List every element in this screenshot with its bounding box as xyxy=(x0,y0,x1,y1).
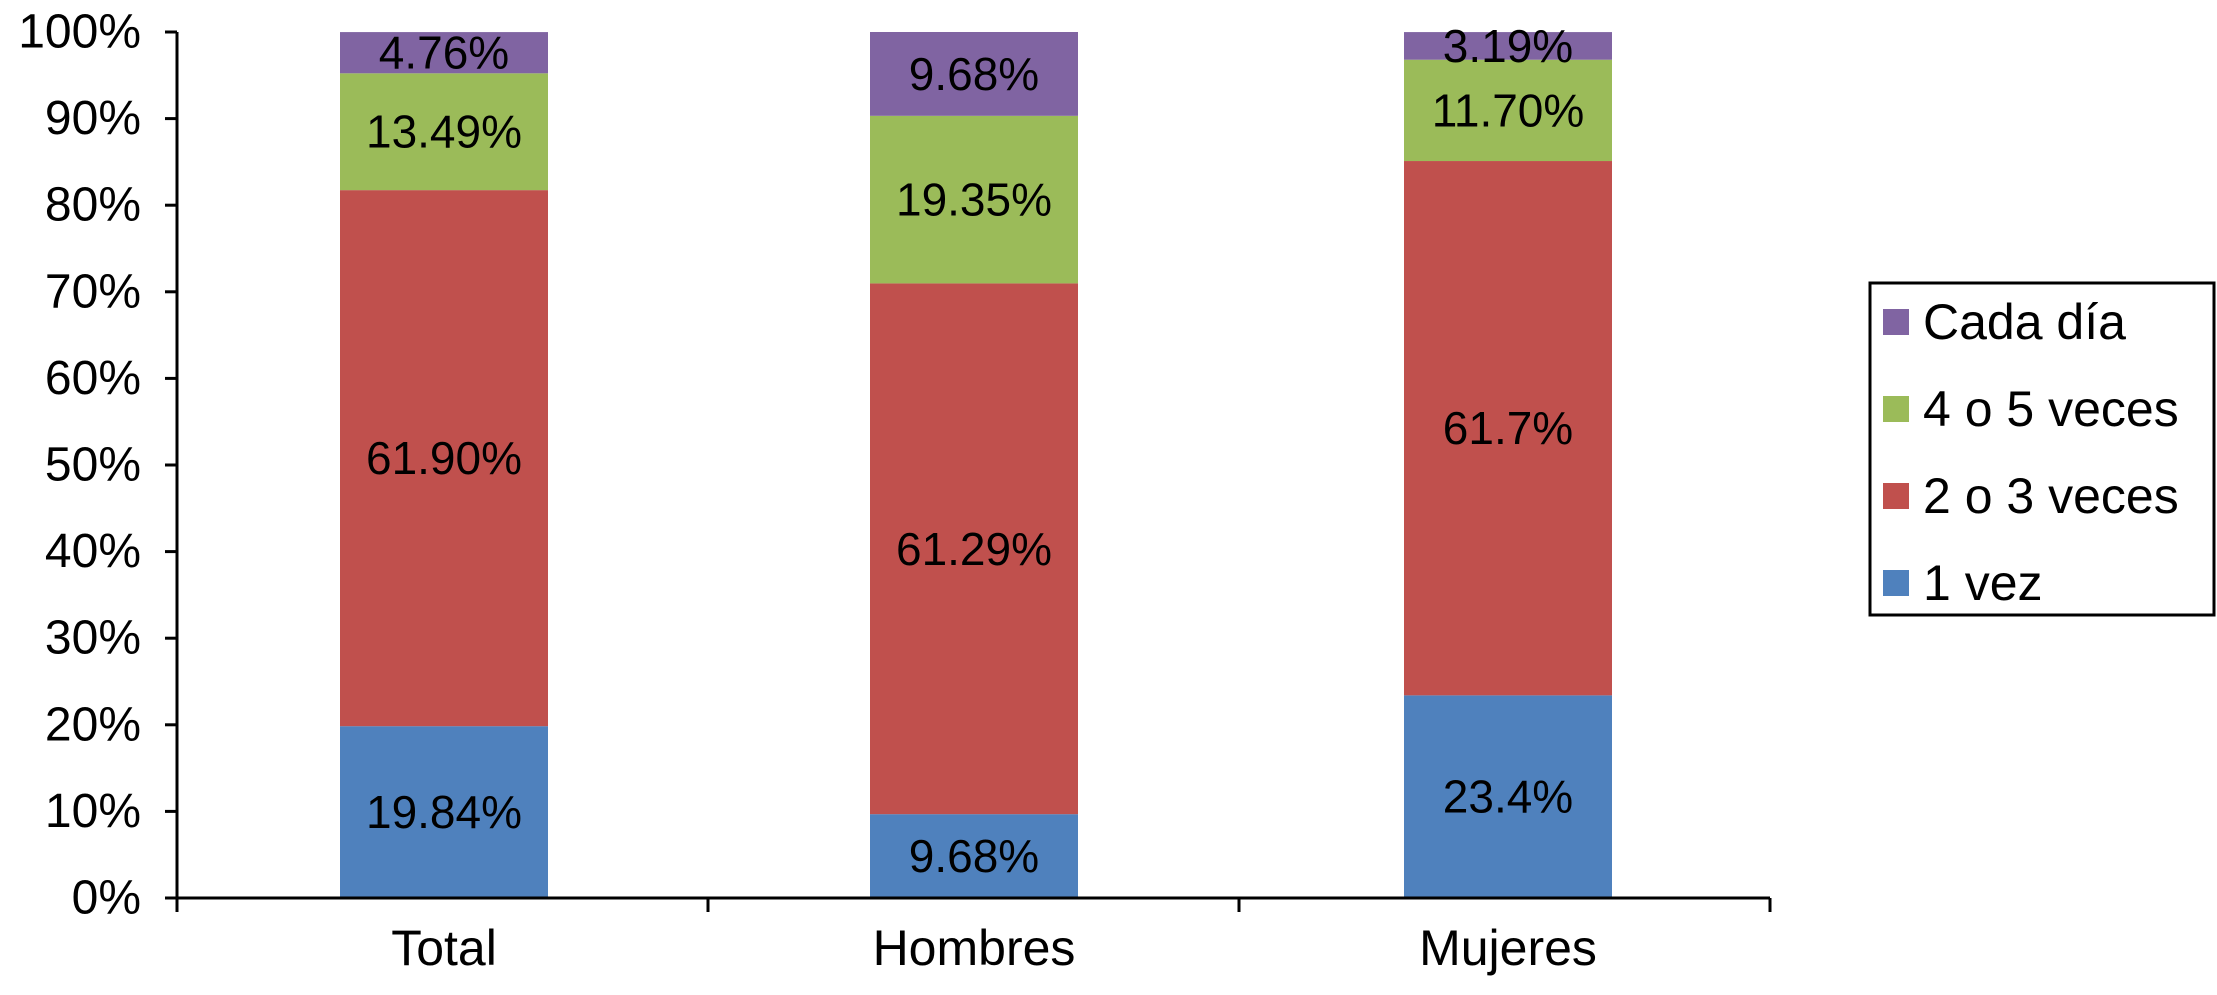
legend-label: 4 o 5 veces xyxy=(1923,381,2179,437)
bar-segment xyxy=(870,814,1078,898)
legend-swatch xyxy=(1883,483,1909,509)
data-label: 9.68% xyxy=(909,830,1039,882)
y-tick-label: 10% xyxy=(45,785,141,838)
bar-segment xyxy=(340,73,548,191)
y-tick-label: 80% xyxy=(45,179,141,232)
data-labels: 19.84% 61.90% 13.49% 4.76% 9.68% 61.29% 19.35%… xyxy=(366,20,1584,882)
y-tick-label: 90% xyxy=(45,92,141,145)
legend-swatch xyxy=(1883,570,1909,596)
data-label: 4.76% xyxy=(379,27,509,79)
data-label: 61.90% xyxy=(366,432,522,484)
legend-label: Cada día xyxy=(1923,294,2126,350)
bar-segment xyxy=(340,32,548,74)
y-tick-label: 30% xyxy=(45,612,141,665)
x-category-label: Hombres xyxy=(873,920,1076,976)
legend-swatch xyxy=(1883,309,1909,335)
data-label: 9.68% xyxy=(909,48,1039,100)
y-tick-label: 0% xyxy=(72,872,141,925)
legend-box xyxy=(1868,281,2216,617)
bar-segment xyxy=(1404,59,1612,162)
y-tick-label: 20% xyxy=(45,698,141,751)
bar-segment xyxy=(870,283,1078,815)
y-tick-label: 40% xyxy=(45,525,141,578)
bar-segment xyxy=(1404,161,1612,696)
bar-segment xyxy=(1404,695,1612,898)
data-label: 19.84% xyxy=(366,786,522,838)
bars xyxy=(340,32,1612,898)
legend-label: 1 vez xyxy=(1923,555,2043,611)
data-label: 61.29% xyxy=(896,523,1052,575)
y-tick-label: 100% xyxy=(18,6,141,59)
y-tick-label: 60% xyxy=(45,352,141,405)
x-category-label: Mujeres xyxy=(1419,920,1597,976)
bar-segment xyxy=(870,115,1078,284)
data-label: 11.70% xyxy=(1432,84,1585,136)
y-tick-label: 70% xyxy=(45,265,141,318)
y-tick-label: 50% xyxy=(45,439,141,492)
legend: Cada día 4 o 5 veces 2 o 3 veces 1 vez xyxy=(1868,281,2216,617)
bar-segment xyxy=(1404,32,1612,60)
data-label: 13.49% xyxy=(366,106,522,158)
x-category-label: Total xyxy=(391,920,497,976)
data-label: 23.4% xyxy=(1443,771,1573,823)
axes: 0% 10% 20% 30% 40% 50% 60% 70% 80% 90% 100% Total Ho… xyxy=(18,6,1772,976)
legend-swatch xyxy=(1883,396,1909,422)
bar-segment xyxy=(870,32,1078,116)
data-label: 61.7% xyxy=(1443,402,1573,454)
legend-label: 2 o 3 veces xyxy=(1923,468,2179,524)
data-label: 3.19% xyxy=(1443,20,1573,72)
bar-segment xyxy=(340,726,548,898)
data-label: 19.35% xyxy=(896,174,1052,226)
bar-segment xyxy=(340,190,548,727)
